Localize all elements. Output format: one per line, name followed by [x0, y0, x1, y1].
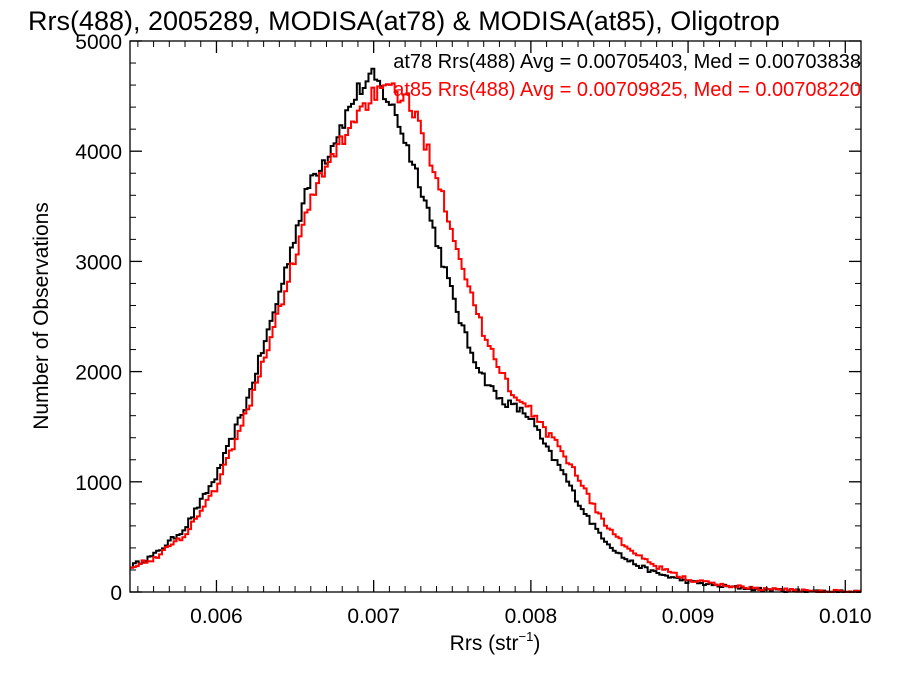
x-axis-label-close: )	[533, 632, 540, 655]
x-tick-label: 0.006	[190, 605, 243, 628]
y-axis-label: Number of Observations	[30, 202, 53, 430]
series-at85-line	[130, 82, 861, 593]
y-tick-label: 4000	[75, 141, 122, 164]
x-axis-label-text: Rrs (str	[450, 632, 519, 655]
y-tick-label: 1000	[75, 472, 122, 495]
y-tick-label: 0	[110, 582, 122, 605]
y-tick-label: 5000	[75, 31, 122, 54]
stats-at85: at85 Rrs(488) Avg = 0.00709825, Med = 0.…	[393, 79, 861, 101]
x-tick-label: 0.010	[819, 605, 872, 628]
y-tick-label: 2000	[75, 362, 122, 385]
x-axis-label-exponent: −1	[519, 629, 534, 644]
y-axis-ticks: 0 1000 2000 3000 4000 5000	[75, 31, 861, 605]
x-tick-label: 0.009	[662, 605, 715, 628]
x-tick-label: 0.007	[347, 605, 400, 628]
x-axis-ticks: 0.006 0.007 0.008 0.009 0.010	[137, 41, 872, 628]
plot-area	[129, 40, 862, 593]
series-at78-line	[130, 67, 861, 593]
stats-at78: at78 Rrs(488) Avg = 0.00705403, Med = 0.…	[393, 51, 861, 73]
y-tick-label: 3000	[75, 251, 122, 274]
x-tick-label: 0.008	[505, 605, 558, 628]
x-axis-label: Rrs (str−1)	[450, 629, 541, 655]
plot-frame	[129, 40, 862, 593]
legend: at78 Rrs(488) Avg = 0.00705403, Med = 0.…	[393, 51, 861, 101]
chart-title: Rrs(488), 2005289, MODISA(at78) & MODISA…	[28, 6, 780, 36]
series-layer	[130, 67, 861, 593]
